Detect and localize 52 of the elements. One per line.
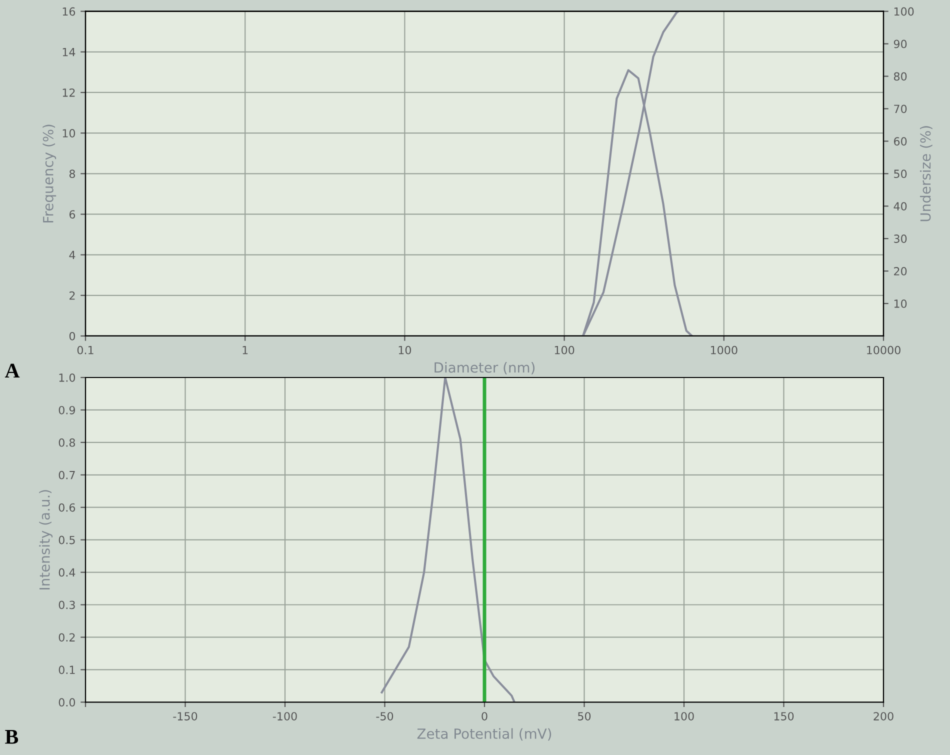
y2-tick-label: 20	[894, 267, 907, 276]
x-tick-label: -100	[272, 712, 297, 720]
x-tick-label: -150	[173, 712, 198, 720]
y2-tick-label: 50	[894, 170, 907, 178]
x-axis-title: Zeta Potential (mV)	[417, 728, 552, 741]
y-tick-label: 16	[62, 7, 76, 16]
x-tick-label: 50	[578, 712, 591, 720]
y2-tick-label: 80	[894, 72, 907, 81]
y-tick-label: 10	[62, 129, 76, 138]
y-tick-label: 0.3	[58, 600, 75, 610]
y-tick-label: 1.0	[59, 373, 76, 382]
y-tick-label: 0.8	[58, 438, 76, 447]
y2-tick-label: 30	[894, 234, 907, 243]
x-tick-label: 200	[874, 712, 894, 720]
y-tick-label: 0.4	[58, 568, 76, 577]
y-tick-label: 0	[69, 332, 76, 340]
y-axis-title: Frequency (%)	[42, 124, 56, 222]
x-tick-label: 0.1	[77, 346, 94, 354]
y-tick-label: 6	[69, 210, 76, 219]
y-tick-label: 0.5	[58, 536, 75, 544]
x-tick-label: 150	[774, 712, 794, 720]
x-tick-label: 10000	[867, 346, 900, 354]
y-tick-label: 0.7	[58, 470, 75, 480]
x-tick-label: 100	[674, 712, 694, 720]
y-tick-label: 14	[62, 48, 76, 56]
x-tick-label: 1000	[710, 346, 738, 354]
x-tick-label: 10	[398, 346, 412, 354]
x-tick-label: 1	[242, 346, 248, 354]
y2-tick-label: 40	[894, 202, 907, 210]
y-tick-label: 2	[70, 291, 75, 300]
y-tick-label: 0.0	[58, 698, 76, 707]
y-tick-label: 4	[69, 250, 76, 260]
y-tick-label: 0.2	[58, 633, 75, 642]
y-tick-label: 0.9	[58, 406, 75, 414]
y-tick-label: 0.6	[58, 503, 76, 512]
y2-tick-label: 100	[894, 7, 914, 16]
x-tick-label: 0	[482, 712, 488, 720]
x-axis-title: Diameter (nm)	[434, 362, 535, 374]
y2-axis-title: Undersize (%)	[920, 126, 932, 222]
y2-tick-label: 10	[894, 299, 907, 308]
y-axis-title: Intensity (a.u.)	[39, 490, 53, 590]
y2-tick-label: 90	[894, 40, 907, 48]
y2-tick-label: 60	[894, 137, 907, 146]
line-series	[380, 378, 516, 702]
text: B	[5, 730, 18, 744]
text: A	[4, 364, 20, 378]
y-tick-label: 0.1	[58, 666, 75, 674]
y-tick-label: 12	[62, 88, 75, 97]
x-tick-label: 100	[554, 346, 574, 354]
x-tick-label: -50	[376, 712, 394, 720]
y2-tick-label: 70	[894, 104, 907, 114]
y-tick-label: 8	[69, 170, 76, 178]
